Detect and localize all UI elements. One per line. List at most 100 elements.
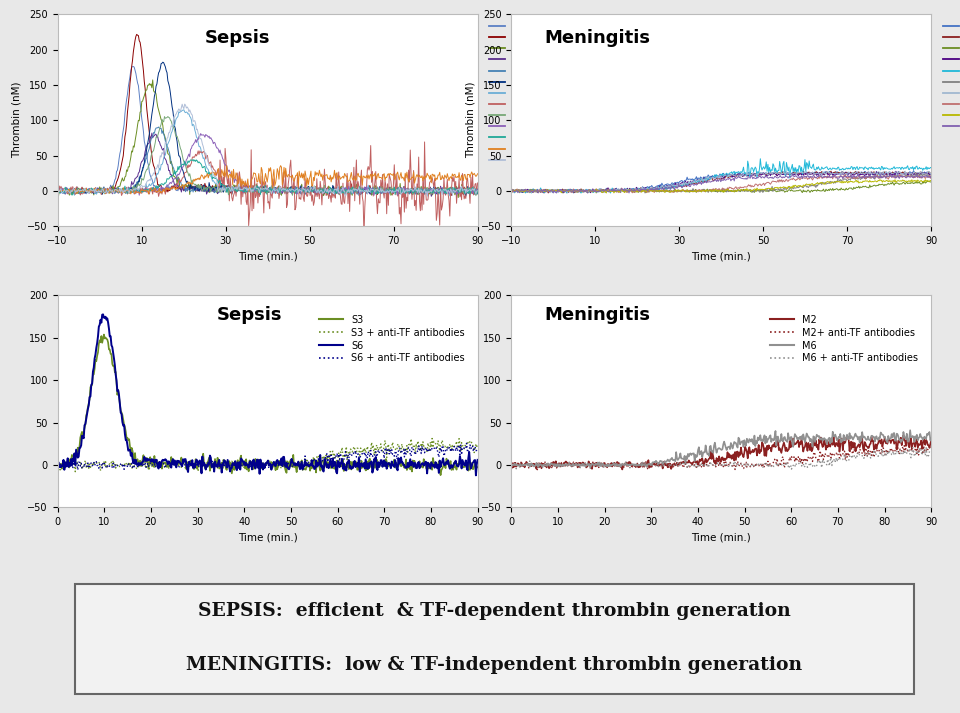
S3: [472, 190, 483, 198]
M2: [708, 458, 720, 466]
M6: [585, 463, 596, 471]
M2+ anti-TF antibodies: [733, 461, 745, 470]
Legend: S1, S2, S3, S4, S5, S6, S7, S8, S9, S10, S11, S12, S13: S1, S2, S3, S4, S5, S6, S7, S8, S9, S10,…: [486, 19, 532, 168]
M3: [756, 186, 768, 195]
S4: [464, 188, 475, 197]
S13: [302, 186, 314, 195]
M3: [708, 187, 720, 195]
S6: [396, 458, 408, 467]
S4: [254, 185, 266, 194]
S5: [252, 186, 264, 195]
S13: [464, 185, 475, 194]
M9: [733, 186, 745, 195]
M1: [567, 189, 579, 198]
S9: [52, 187, 63, 195]
Line: M2: M2: [511, 436, 931, 469]
S10: [195, 129, 206, 138]
S2: [254, 185, 266, 194]
M9: [851, 176, 862, 185]
S9: [470, 191, 482, 200]
Line: M3: M3: [512, 181, 931, 193]
S10: [254, 184, 266, 193]
Line: S5: S5: [58, 127, 478, 195]
S6 + anti-TF antibodies: [302, 458, 314, 466]
S2: [280, 187, 292, 195]
S2: [302, 185, 314, 193]
S12: [255, 163, 267, 172]
Line: M6: M6: [511, 430, 931, 467]
S3: [252, 188, 264, 196]
S10: [472, 185, 483, 193]
M8: [506, 188, 517, 196]
S4: [280, 188, 292, 196]
S9: [302, 185, 314, 194]
M6: [851, 432, 862, 441]
S8: [279, 190, 291, 198]
M6: [706, 448, 717, 456]
M6: [756, 436, 768, 444]
M2: [616, 465, 628, 473]
M2+ anti-TF antibodies: [505, 462, 516, 471]
S13: [397, 185, 409, 193]
S6 + anti-TF antibodies: [461, 439, 472, 448]
Line: M7: M7: [512, 171, 931, 193]
S7: [302, 183, 314, 192]
Line: S7: S7: [58, 110, 478, 196]
M6: [925, 434, 937, 443]
S3: [396, 187, 408, 195]
Line: M8: M8: [512, 175, 931, 193]
S10: [302, 183, 314, 192]
S13: [179, 100, 190, 108]
M10: [917, 173, 928, 181]
M2: [706, 174, 717, 183]
Legend: M2, M2+ anti-TF antibodies, M6, M6 + anti-TF antibodies: M2, M2+ anti-TF antibodies, M6, M6 + ant…: [766, 311, 923, 367]
S6: [254, 185, 266, 194]
S6 + anti-TF antibodies: [52, 463, 63, 471]
S6: [302, 182, 314, 190]
M8: [852, 175, 863, 183]
S4: [397, 193, 409, 201]
M7: [706, 174, 717, 183]
S10: [252, 185, 264, 193]
S7: [254, 185, 266, 193]
S8: [472, 179, 483, 188]
S1: [280, 184, 292, 193]
M6: [917, 436, 928, 444]
M6 + anti-TF antibodies: [756, 460, 767, 468]
S9: [396, 188, 408, 196]
S3 + anti-TF antibodies: [472, 441, 483, 450]
Line: S9: S9: [58, 116, 478, 195]
S13: [280, 185, 292, 194]
S6: [52, 187, 63, 195]
S10: [369, 191, 380, 200]
M5: [706, 174, 717, 183]
M2: [852, 169, 863, 178]
M7: [851, 168, 862, 176]
S5: [353, 191, 365, 200]
S13: [52, 186, 63, 195]
M6 + anti-TF antibodies: [505, 460, 516, 468]
M6: [733, 435, 745, 443]
M10: [852, 170, 864, 178]
M7: [756, 169, 768, 178]
S9: [472, 188, 483, 197]
M2: [733, 172, 745, 180]
M3: [916, 180, 927, 188]
S3 + anti-TF antibodies: [396, 444, 408, 453]
S6 + anti-TF antibodies: [252, 460, 264, 468]
S10: [397, 188, 409, 197]
S3: [254, 456, 266, 465]
S6: [470, 471, 482, 480]
S11: [66, 190, 78, 199]
S3 + anti-TF antibodies: [252, 462, 264, 471]
S4: [302, 188, 314, 196]
S2: [396, 188, 408, 196]
S2: [472, 186, 483, 195]
S1: [252, 186, 264, 195]
S11: [464, 184, 475, 193]
Line: S11: S11: [58, 160, 478, 195]
M2: [706, 455, 717, 463]
M4: [917, 169, 928, 178]
S5: [472, 190, 483, 198]
M6: [708, 441, 720, 450]
